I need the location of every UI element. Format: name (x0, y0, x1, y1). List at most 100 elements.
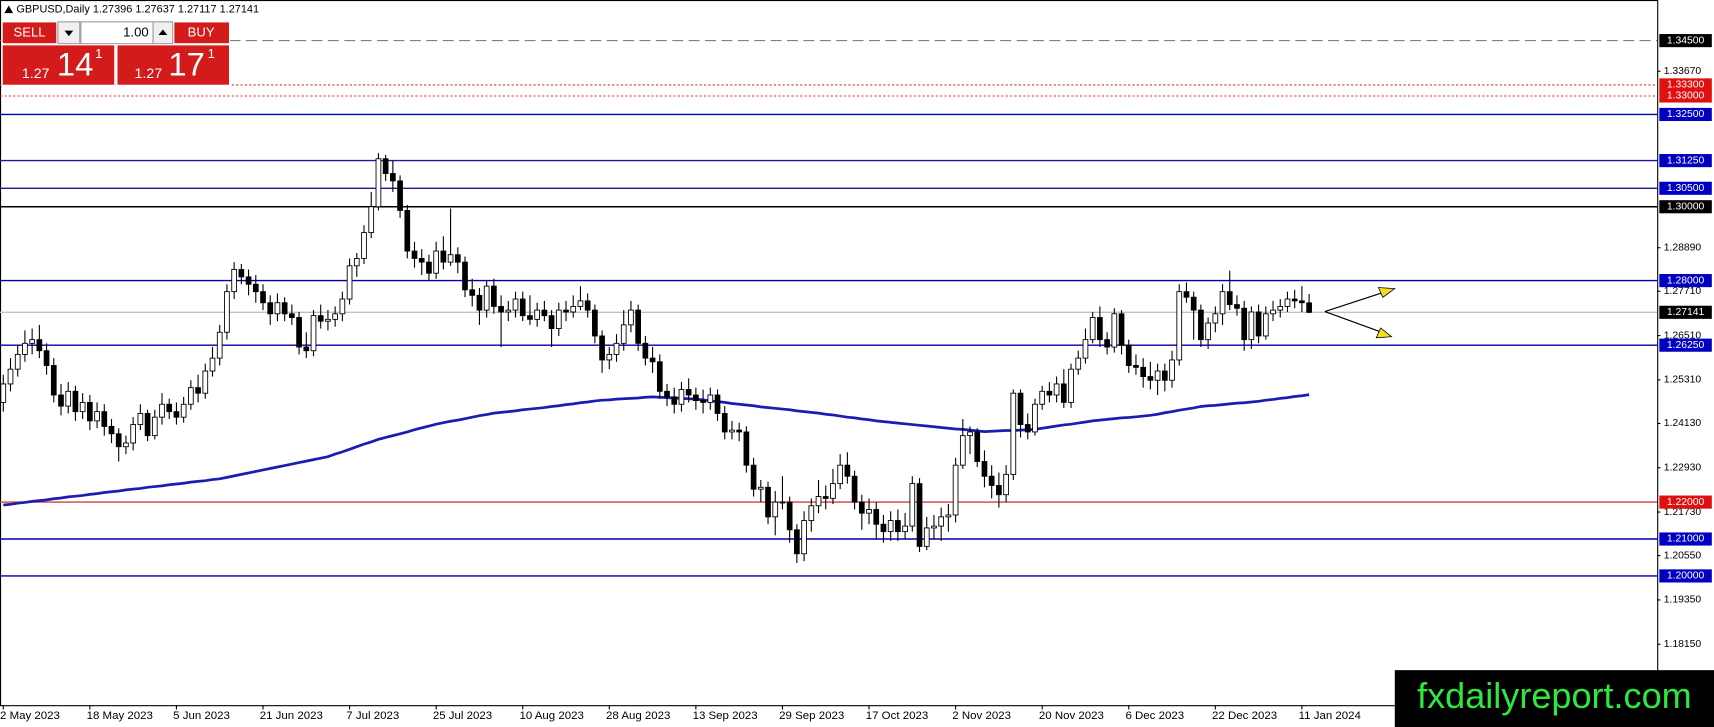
level-box (1659, 338, 1712, 352)
candle-body (1248, 311, 1255, 341)
candle-body (902, 525, 908, 533)
candle-body (916, 483, 923, 547)
level-box (1659, 78, 1712, 92)
candle-body (527, 315, 533, 320)
candle-body (714, 394, 721, 414)
candle-body (512, 298, 519, 311)
candle-body (779, 501, 786, 504)
candle-body (743, 431, 750, 466)
level-label: 1.33000 (1667, 91, 1705, 102)
level-box (1659, 154, 1712, 168)
x-tick-label: 7 Jul 2023 (346, 710, 399, 722)
candle-body (765, 486, 771, 518)
candle-body (945, 514, 952, 518)
candle-body (822, 496, 829, 499)
buy-price-box[interactable] (116, 44, 231, 86)
level-box (1659, 569, 1712, 583)
candle-body (1053, 383, 1060, 396)
candle-body (707, 394, 714, 403)
y-tick-label: 1.26510 (1664, 330, 1702, 341)
candle-body (505, 309, 512, 313)
candle-body (671, 396, 678, 405)
level-label: 1.22000 (1667, 497, 1705, 508)
candle-body (1241, 307, 1248, 341)
x-tick-label: 20 Nov 2023 (1039, 710, 1104, 722)
candle-body (757, 486, 764, 490)
sell-price-box[interactable] (1, 44, 116, 86)
candle-body (404, 209, 411, 252)
candle-body (1010, 392, 1017, 475)
level-label: 1.26250 (1667, 340, 1705, 351)
candle-body (1068, 368, 1074, 403)
candle-body (267, 302, 274, 315)
candle-body (317, 315, 324, 322)
moving-average-layer (3, 393, 1310, 507)
candle-body (50, 365, 57, 396)
candle-body (1046, 390, 1053, 396)
candle-body (1024, 424, 1031, 433)
candle-body (736, 429, 743, 433)
y-tick-label: 1.19350 (1664, 595, 1702, 606)
candle-body (1205, 322, 1211, 341)
candle-body (959, 435, 966, 466)
x-tick-label: 13 Sep 2023 (693, 710, 758, 722)
buy-button[interactable] (173, 21, 231, 45)
candle-body (635, 309, 642, 344)
level-label: 1.21000 (1667, 534, 1705, 545)
plot-frame (0, 0, 1659, 707)
candle-body (1039, 390, 1046, 405)
candle-body (1118, 313, 1125, 346)
candle-body (209, 357, 216, 372)
candle-body (1262, 313, 1269, 337)
level-box (1659, 34, 1712, 48)
candle-body (541, 309, 548, 317)
candle-body (1183, 291, 1190, 298)
candle-body (346, 265, 353, 300)
candle-body (1212, 313, 1219, 324)
candle-body (325, 318, 331, 322)
candle-body (1075, 357, 1082, 370)
candle-body (649, 357, 656, 363)
candle-body (274, 302, 281, 315)
candle-body (418, 257, 425, 263)
x-tick-label: 18 May 2023 (87, 710, 153, 722)
x-tick-label: 11 Jan 2024 (1299, 710, 1362, 722)
x-tick-label: 29 Sep 2023 (779, 710, 844, 722)
x-tick-label: 22 Dec 2023 (1212, 710, 1277, 722)
sell-price-pips: 14 (57, 45, 93, 82)
watermark: fxdailyreport.com (1417, 675, 1692, 716)
arrow-up-head (1377, 287, 1396, 298)
candle-body (1032, 403, 1038, 433)
candle-body (173, 411, 180, 418)
candle-body (873, 509, 880, 525)
level-box (1659, 89, 1712, 103)
candle-body (137, 413, 144, 425)
x-tick-label: 25 Jul 2023 (433, 710, 492, 722)
candle-body (1147, 376, 1154, 381)
candle-body (390, 173, 396, 182)
x-tick-label: 21 Jun 2023 (260, 710, 323, 722)
y-tick-label: 1.22930 (1664, 462, 1702, 473)
arrow-up-line (1324, 290, 1389, 313)
header-icon (4, 5, 14, 14)
candle-body (880, 523, 887, 533)
candle-body (1125, 344, 1132, 366)
arrow-down-line (1324, 311, 1386, 334)
arrow-down-head (1375, 327, 1393, 339)
candle-body (895, 520, 901, 533)
x-tick-label: 2 Nov 2023 (952, 710, 1011, 722)
candle-body (642, 342, 649, 359)
current-price-box (1659, 305, 1712, 319)
candle-body (296, 317, 302, 348)
candle-body (115, 433, 122, 448)
x-tick-label: 17 Oct 2023 (866, 710, 928, 722)
candle-body (29, 339, 35, 344)
candle-body (851, 475, 858, 503)
candle-body (195, 387, 201, 394)
candle-body (180, 403, 187, 418)
price-axis: 1.18150 1.19350 1.20550 1.21730 1.22930 1.241… (1657, 34, 1712, 650)
sell-button[interactable] (1, 21, 58, 45)
candle-body (599, 335, 605, 361)
buy-price-big: 1.27 (134, 66, 162, 82)
